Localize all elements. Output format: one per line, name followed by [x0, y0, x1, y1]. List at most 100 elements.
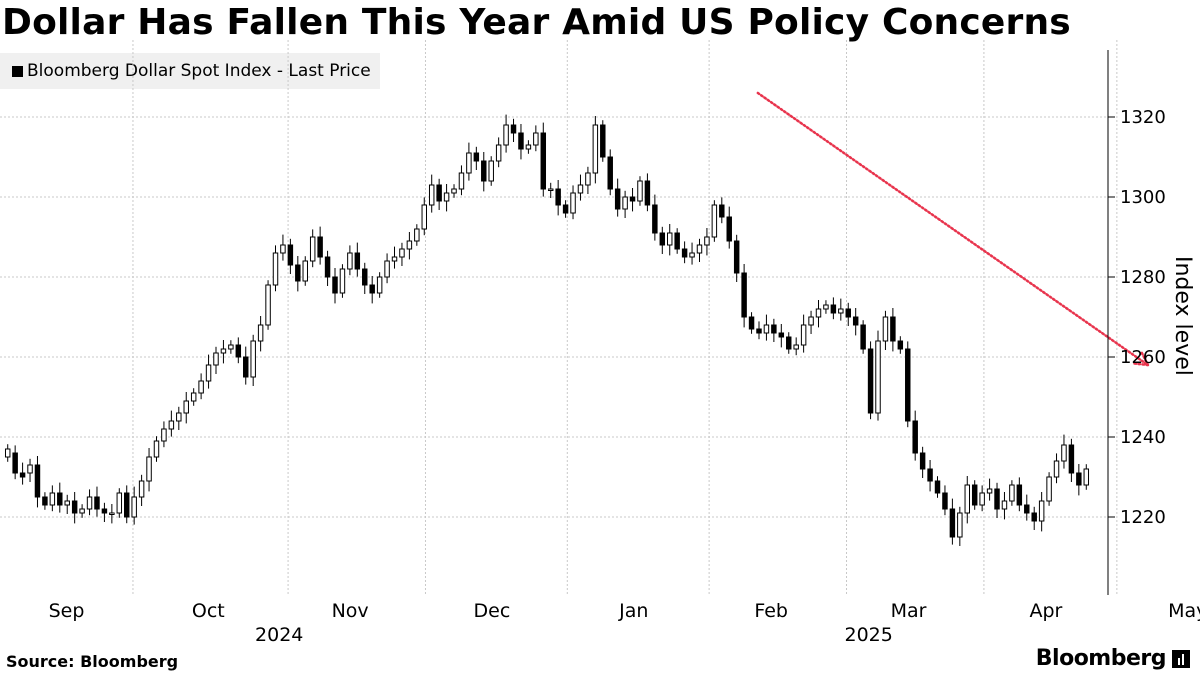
candle-body	[391, 256, 398, 262]
candle	[57, 482, 63, 513]
candle	[362, 262, 368, 294]
candle-body	[800, 324, 807, 346]
brand-wordmark: Bloomberg	[1035, 646, 1167, 671]
candle	[890, 308, 896, 352]
candle	[696, 238, 703, 262]
y-tick-label: 1220	[1120, 507, 1166, 528]
candle-body	[644, 180, 651, 206]
candle	[585, 166, 591, 194]
candle	[852, 308, 859, 336]
candle	[384, 253, 390, 284]
brand-logo: Bloomberg	[1036, 646, 1190, 671]
candle-body	[27, 464, 33, 474]
candle-body	[1024, 504, 1030, 514]
candle-body	[674, 232, 680, 250]
candle	[971, 480, 978, 510]
candle	[1076, 464, 1082, 496]
candle	[986, 478, 993, 501]
candle-body	[659, 232, 666, 246]
candle-body	[57, 492, 63, 506]
candle	[243, 346, 249, 385]
candle-body	[161, 428, 167, 442]
candle-body	[332, 276, 338, 294]
candle	[704, 228, 710, 256]
candle	[540, 122, 547, 197]
candle-body	[949, 508, 956, 538]
candle-body	[376, 276, 383, 294]
candle-body	[733, 240, 740, 274]
candle-body	[1016, 484, 1023, 506]
candle	[600, 120, 606, 162]
candle	[168, 410, 175, 437]
candle-body	[205, 364, 212, 382]
candle	[555, 180, 561, 216]
candle-layer	[4, 114, 1090, 546]
trend-arrow-head	[1130, 362, 1150, 367]
trend-arrow-head	[1139, 349, 1150, 367]
candle-body	[614, 188, 621, 210]
candle-body	[600, 124, 606, 158]
candle-body	[101, 508, 108, 514]
candle	[369, 276, 375, 304]
candle-body	[622, 196, 628, 210]
y-tick-label: 1260	[1120, 347, 1166, 368]
candle	[190, 388, 197, 406]
candle-body	[109, 512, 115, 515]
x-tick-label: May	[1168, 600, 1200, 622]
candle	[347, 245, 353, 276]
candle-body	[912, 420, 918, 454]
x-tick-label: Feb	[754, 600, 788, 622]
candle-body	[362, 268, 368, 286]
candle-body	[808, 316, 814, 326]
candle	[823, 300, 829, 314]
candle-body	[317, 236, 323, 258]
axis-layer: 1220 1240 1260 1280 1300 1320 Index level Sep Oc…	[49, 50, 1200, 646]
candle	[1046, 472, 1052, 506]
candle	[756, 321, 762, 340]
candle-body	[741, 272, 747, 318]
candle	[94, 486, 100, 517]
candle-body	[287, 244, 294, 266]
candle-body	[585, 172, 591, 186]
candle-body	[667, 232, 673, 246]
candle-body	[49, 492, 56, 506]
candle	[295, 256, 301, 292]
candle	[317, 226, 323, 265]
candle-body	[704, 236, 710, 246]
candle	[778, 324, 785, 348]
candle	[838, 298, 844, 321]
candle	[518, 124, 524, 160]
candle	[629, 188, 636, 212]
candle-body	[183, 400, 189, 414]
candle-body	[927, 468, 933, 482]
candle	[674, 228, 680, 254]
candle	[198, 373, 204, 400]
candle-body	[971, 484, 978, 506]
x-tick-label: Mar	[891, 600, 927, 622]
candle-body	[488, 160, 494, 182]
candle-body	[1061, 444, 1067, 462]
candle-body	[875, 340, 881, 414]
y-tick-label: 1300	[1120, 187, 1166, 208]
legend-swatch	[12, 65, 23, 77]
x-tick-label: Apr	[1030, 600, 1063, 622]
candle-body	[436, 184, 442, 202]
candle	[503, 114, 509, 153]
x-year-label: 2025	[844, 624, 892, 646]
candle	[287, 238, 294, 274]
candle-body	[399, 248, 405, 258]
candle	[138, 474, 145, 506]
candle-body	[473, 152, 480, 162]
x-year-label: 2024	[255, 624, 303, 646]
candle-body	[220, 348, 227, 354]
candle-body	[860, 324, 866, 350]
candle-body	[94, 496, 100, 510]
candle	[622, 190, 628, 218]
candle-body	[64, 500, 70, 506]
legend-label: Bloomberg Dollar Spot Index - Last Price	[27, 61, 371, 81]
candle	[547, 182, 554, 198]
candle-body	[124, 492, 130, 518]
candle-body	[406, 240, 413, 250]
candle	[324, 250, 331, 286]
